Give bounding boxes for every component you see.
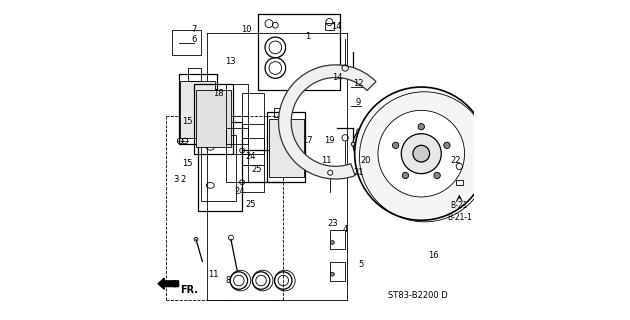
Bar: [226, 84, 248, 144]
Text: 9: 9: [355, 99, 361, 108]
Ellipse shape: [444, 142, 450, 148]
Ellipse shape: [418, 124, 425, 130]
Bar: [242, 93, 264, 154]
Ellipse shape: [357, 129, 360, 132]
Ellipse shape: [389, 142, 393, 146]
Bar: [267, 112, 306, 182]
Ellipse shape: [369, 141, 375, 147]
Ellipse shape: [351, 142, 355, 146]
Ellipse shape: [359, 132, 385, 157]
Text: 15: 15: [183, 117, 193, 126]
Ellipse shape: [384, 129, 387, 132]
Text: 5: 5: [358, 260, 364, 269]
Ellipse shape: [392, 142, 399, 148]
Text: 17: 17: [302, 136, 312, 146]
Bar: [324, 23, 334, 30]
Text: 2: 2: [181, 174, 186, 184]
Bar: [274, 108, 285, 117]
Text: B-21-1: B-21-1: [447, 213, 472, 222]
Bar: [172, 30, 201, 55]
Ellipse shape: [366, 138, 379, 150]
Text: 13: 13: [225, 57, 235, 66]
Text: 11: 11: [321, 156, 331, 164]
Text: 7: 7: [191, 25, 197, 35]
Text: 24: 24: [245, 152, 256, 161]
Text: 11: 11: [208, 270, 218, 279]
Text: 12: 12: [353, 79, 364, 88]
Bar: [258, 14, 340, 90]
Text: 19: 19: [324, 136, 335, 146]
Bar: [226, 128, 248, 182]
Ellipse shape: [402, 172, 409, 179]
Ellipse shape: [331, 272, 335, 276]
Text: 6: 6: [191, 35, 197, 44]
Ellipse shape: [434, 172, 440, 179]
Wedge shape: [278, 65, 376, 179]
Text: 14: 14: [333, 73, 343, 82]
Ellipse shape: [378, 110, 464, 197]
Text: 10: 10: [241, 25, 252, 35]
Text: 4: 4: [342, 225, 347, 234]
Text: 21: 21: [353, 168, 364, 177]
Text: 25: 25: [245, 200, 256, 209]
Text: ST83-B2200 D: ST83-B2200 D: [389, 291, 448, 300]
Text: 22: 22: [450, 156, 461, 164]
Text: 8: 8: [225, 276, 231, 285]
Ellipse shape: [370, 161, 374, 165]
Ellipse shape: [357, 156, 360, 159]
FancyArrow shape: [158, 278, 178, 289]
Ellipse shape: [353, 125, 391, 163]
Text: 18: 18: [214, 89, 224, 98]
Bar: [180, 81, 215, 138]
Text: 16: 16: [428, 251, 438, 260]
Bar: [188, 68, 201, 81]
Bar: [330, 261, 345, 281]
Text: FR.: FR.: [180, 285, 198, 295]
Text: 24: 24: [234, 187, 244, 196]
Text: 3: 3: [174, 174, 179, 184]
Bar: [269, 119, 304, 178]
Bar: [195, 84, 232, 154]
Bar: [178, 74, 217, 144]
Ellipse shape: [370, 123, 374, 127]
Text: 20: 20: [360, 156, 371, 164]
Text: 23: 23: [328, 219, 338, 228]
Bar: [198, 122, 242, 211]
Text: B-21: B-21: [450, 201, 468, 210]
Bar: [201, 135, 236, 201]
Bar: [196, 90, 231, 147]
Text: 1: 1: [305, 32, 310, 41]
Bar: [330, 230, 345, 249]
Ellipse shape: [401, 134, 441, 174]
Text: 14: 14: [331, 22, 341, 31]
Text: 25: 25: [251, 165, 262, 174]
Ellipse shape: [384, 156, 387, 159]
Ellipse shape: [355, 87, 488, 220]
Bar: [455, 180, 463, 185]
Ellipse shape: [331, 241, 335, 244]
Ellipse shape: [413, 145, 430, 162]
Text: 15: 15: [183, 159, 193, 168]
Bar: [242, 138, 264, 192]
